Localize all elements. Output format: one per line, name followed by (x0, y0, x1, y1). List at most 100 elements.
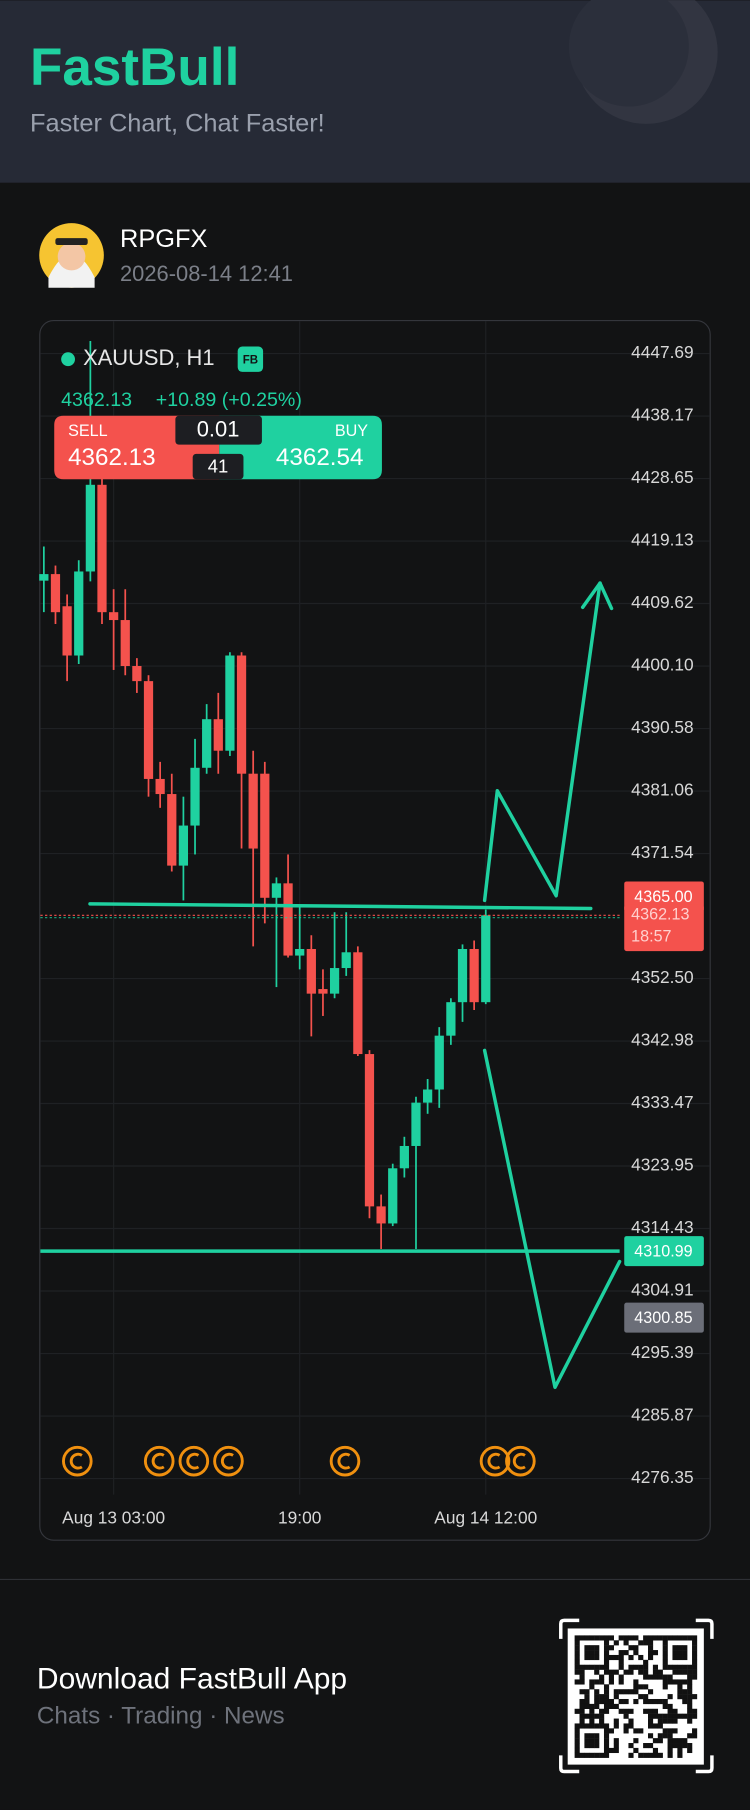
qr-cell (574, 1679, 580, 1685)
qr-cell (677, 1689, 683, 1695)
qr-cell (589, 1752, 595, 1758)
candle-body (213, 719, 223, 751)
event-marker[interactable] (143, 1445, 175, 1477)
qr-cell (628, 1654, 634, 1661)
qr-cell (638, 1669, 644, 1675)
qr-cell (633, 1698, 639, 1705)
qr-cell (628, 1723, 634, 1729)
qr-cell (643, 1664, 649, 1670)
y-tick-label: 4323.95 (631, 1155, 694, 1175)
qr-cell (682, 1738, 688, 1744)
qr-cell (623, 1708, 629, 1714)
qr-cell (599, 1679, 605, 1685)
qr-cell (589, 1635, 595, 1641)
qr-cell (633, 1635, 639, 1641)
status-dot (61, 352, 75, 367)
qr-cell (594, 1698, 600, 1705)
y-tick-label: 4295.39 (631, 1342, 694, 1362)
qr-cell (667, 1713, 673, 1719)
y-tick-label: 4371.54 (631, 842, 694, 862)
event-marker[interactable] (505, 1445, 536, 1477)
qr-cell (682, 1669, 688, 1675)
candle-body (120, 620, 130, 667)
candle-body (39, 574, 49, 581)
qr-cell (618, 1674, 624, 1680)
event-marker[interactable] (178, 1445, 210, 1477)
qr-cell (657, 1669, 663, 1675)
qr-cell (579, 1723, 585, 1729)
qr-cell (589, 1723, 595, 1729)
candle-body (434, 1035, 444, 1090)
event-marker[interactable] (479, 1445, 511, 1477)
qr-cell (608, 1679, 614, 1685)
candle-body (376, 1206, 386, 1224)
qr-cell (579, 1708, 585, 1714)
candle-body (143, 681, 154, 779)
event-marker[interactable] (329, 1445, 361, 1477)
qr-cell (657, 1635, 663, 1641)
qr-cell (672, 1738, 678, 1744)
price-tag-bg (624, 881, 704, 912)
qr-cell (584, 1703, 590, 1709)
qr-cell (623, 1713, 629, 1719)
qr-cell (599, 1708, 605, 1714)
qr-cell (687, 1684, 693, 1690)
qr-code (574, 1635, 698, 1758)
qr-cell (618, 1689, 624, 1695)
qr-cell (672, 1713, 678, 1719)
event-marker[interactable] (62, 1445, 93, 1477)
spread-box (192, 453, 244, 480)
price-tag: 4362.13 (631, 906, 689, 924)
qr-cell (682, 1664, 688, 1670)
qr-cell (613, 1640, 619, 1646)
qr-cell (608, 1654, 614, 1661)
qr-cell (603, 1645, 610, 1651)
candle-body (167, 794, 177, 866)
qr-cell (594, 1723, 600, 1729)
qr-cell (682, 1645, 688, 1651)
footer-title: Download FastBull App (37, 1662, 347, 1695)
qr-frame (559, 1618, 714, 1774)
qr-cell (648, 1635, 654, 1641)
chart-frame (39, 320, 711, 1541)
candle-body (341, 952, 351, 969)
qr-cell (643, 1694, 649, 1700)
candle-body (388, 1168, 398, 1224)
qr-cell (579, 1752, 585, 1758)
qr-cell (652, 1635, 659, 1641)
qr-cell (638, 1664, 644, 1670)
qr-cell (687, 1664, 693, 1670)
qr-cell (652, 1664, 659, 1670)
lot-box[interactable] (175, 415, 262, 445)
qr-cell (672, 1728, 678, 1734)
qr-cell (652, 1752, 659, 1758)
qr-cell (643, 1743, 649, 1749)
qr-cell (599, 1694, 605, 1700)
qr-cell (633, 1689, 639, 1695)
qr-cell (652, 1674, 659, 1680)
qr-cell (603, 1640, 610, 1646)
qr-cell (574, 1738, 580, 1744)
candle-body (423, 1089, 433, 1103)
qr-cell (603, 1659, 610, 1665)
qr-cell (677, 1669, 683, 1675)
qr-cell (648, 1654, 654, 1661)
qr-cell (589, 1650, 595, 1656)
y-tick-label: 4314.43 (631, 1217, 694, 1237)
y-tick-label: 4333.47 (631, 1092, 694, 1112)
qr-cell (623, 1698, 629, 1705)
qr-cell (574, 1645, 580, 1651)
drawing-arrow (482, 581, 602, 903)
qr-cell (677, 1654, 683, 1661)
event-marker[interactable] (213, 1445, 244, 1477)
qr-cell (692, 1728, 698, 1734)
qr-cell (594, 1703, 600, 1709)
candle-body (178, 825, 189, 866)
qr-cell (652, 1723, 659, 1729)
qr-cell (584, 1733, 590, 1739)
qr-cell (662, 1718, 668, 1724)
qr-cell (594, 1752, 600, 1758)
qr-cell (662, 1654, 668, 1661)
qr-cell (692, 1669, 698, 1675)
